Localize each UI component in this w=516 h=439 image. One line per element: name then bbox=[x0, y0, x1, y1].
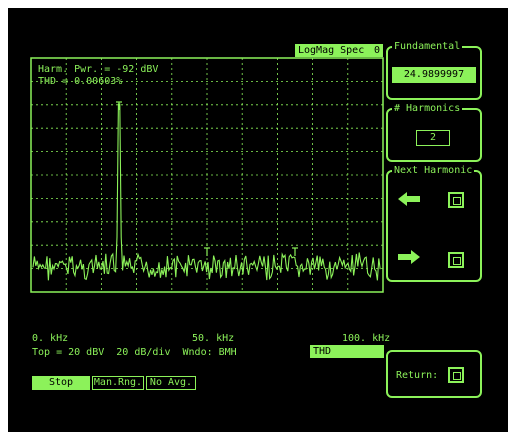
scale-info: Top = 20 dBV 20 dB/div Wndo: BMH bbox=[32, 347, 237, 358]
active-measurement-label: THD bbox=[310, 345, 384, 358]
thd-readout: THD = 0.00603% bbox=[38, 76, 123, 87]
plot-grid bbox=[31, 58, 383, 292]
arrow-right-icon bbox=[398, 250, 420, 264]
x-axis-start-label: 0. kHz bbox=[32, 333, 69, 344]
next-harmonic-title: Next Harmonic bbox=[392, 165, 475, 176]
harmonics-title: # Harmonics bbox=[392, 103, 463, 114]
trace-mode-text: LogMag Spec bbox=[298, 45, 365, 56]
no-avg-button[interactable]: No Avg. bbox=[146, 376, 196, 390]
fundamental-title: Fundamental bbox=[392, 41, 463, 52]
next-harmonic-panel: Next Harmonic bbox=[386, 165, 482, 282]
trace-channel: 0 bbox=[373, 45, 380, 56]
arrow-left-icon bbox=[398, 192, 420, 206]
harm-power-readout: Harm. Pwr. = -92 dBV bbox=[38, 64, 159, 75]
trace-mode-label: LogMag Spec 0 bbox=[295, 44, 383, 57]
fundamental-panel: Fundamental 24.9899997 kHz bbox=[386, 41, 482, 100]
return-label: Return: bbox=[396, 370, 439, 381]
harmonic-markers bbox=[116, 101, 298, 256]
return-panel: Return: bbox=[386, 350, 482, 398]
harmonics-value[interactable]: 2 bbox=[416, 130, 450, 146]
next-harmonic-key[interactable] bbox=[448, 252, 464, 268]
return-key[interactable] bbox=[448, 367, 464, 383]
spectrum-trace bbox=[32, 103, 381, 281]
x-axis-end-label: 100. kHz bbox=[342, 333, 391, 344]
harmonics-panel: # Harmonics 2 bbox=[386, 103, 482, 162]
man-rng-button[interactable]: Man.Rng. bbox=[92, 376, 144, 390]
analyzer-screen: LogMag Spec 0 Harm. Pwr. = -92 dBV THD =… bbox=[8, 8, 508, 432]
fundamental-value[interactable]: 24.9899997 kHz bbox=[392, 67, 476, 94]
x-axis-mid-label: 50. kHz bbox=[192, 333, 235, 344]
spectrum-plot bbox=[30, 57, 384, 293]
prev-harmonic-key[interactable] bbox=[448, 192, 464, 208]
stop-button[interactable]: Stop bbox=[32, 376, 90, 390]
